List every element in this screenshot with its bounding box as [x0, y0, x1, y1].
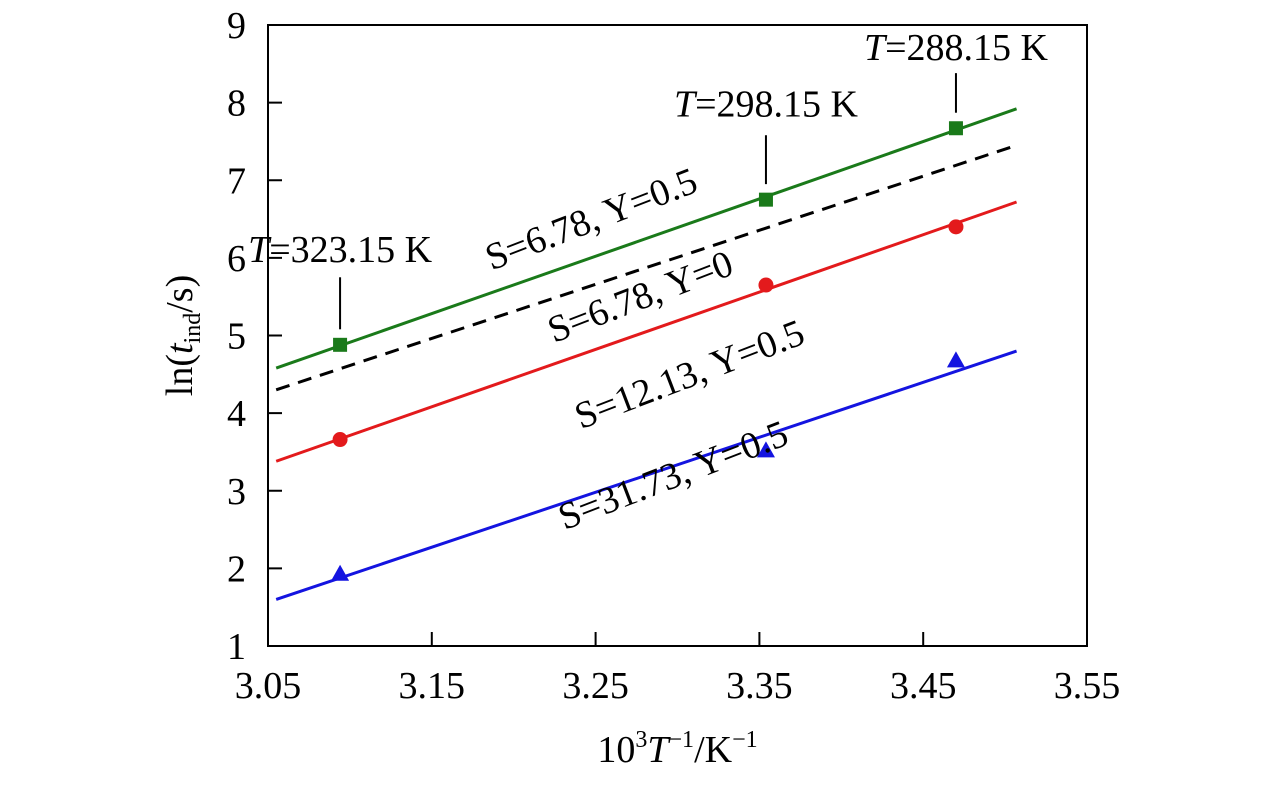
x-title-base: 10	[597, 729, 635, 771]
x-title-unit: /K	[694, 729, 733, 771]
temperature-value: =288.15 K	[885, 27, 1048, 69]
y-tick-label: 7	[227, 160, 246, 202]
fit-lines	[275, 107, 1018, 601]
x-tick-label: 3.45	[890, 665, 957, 707]
fit-line-0	[275, 107, 1018, 370]
series-label-0: S=6.78, Y=0.5	[480, 160, 703, 279]
x-title-sup1: 3	[635, 727, 647, 753]
triangle-marker	[331, 564, 350, 581]
y-tick-label: 9	[227, 5, 246, 47]
y-tick-label: 1	[227, 626, 246, 668]
y-tick-label: 4	[227, 393, 246, 435]
plot-frame	[267, 24, 1088, 647]
y-tick-label: 6	[227, 238, 246, 280]
x-title-var: T	[647, 729, 671, 771]
triangle-marker	[946, 351, 965, 368]
square-marker	[948, 121, 963, 136]
y-title-sub: ind	[180, 313, 206, 344]
y-tick-label: 8	[227, 83, 246, 125]
x-tick-label: 3.25	[562, 665, 629, 707]
x-tick-label: 3.05	[235, 665, 302, 707]
x-title-sup3: −1	[732, 727, 758, 753]
temperature-annotations: T=323.15 KT=298.15 KT=288.15 K	[248, 27, 1049, 330]
x-title-sup2: −1	[669, 727, 695, 753]
temperature-value: =323.15 K	[269, 229, 432, 271]
fit-line-2	[275, 200, 1018, 463]
temperature-label-2: T=288.15 K	[864, 27, 1049, 69]
circle-marker	[332, 432, 348, 448]
fit-line-1	[275, 143, 1018, 392]
x-tick-label: 3.35	[726, 665, 793, 707]
y-tick-label: 5	[227, 316, 246, 358]
y-tick-label: 2	[227, 548, 246, 590]
temperature-label-1: T=298.15 K	[674, 84, 859, 126]
y-axis-title: ln(tind/s)	[159, 275, 206, 396]
y-tick-label: 3	[227, 471, 246, 513]
y-title-pre: ln(	[159, 354, 201, 396]
temperature-value: =298.15 K	[695, 84, 858, 126]
fit-line-3	[275, 349, 1018, 601]
y-title-post: /s)	[159, 275, 201, 313]
data-markers	[331, 121, 965, 581]
temperature-var: T	[864, 27, 888, 69]
x-tick-label: 3.55	[1054, 665, 1121, 707]
square-marker	[333, 337, 348, 352]
circle-marker	[948, 219, 964, 235]
square-marker	[758, 192, 773, 207]
y-title-var: t	[159, 342, 201, 354]
series-labels: S=6.78, Y=0.5S=6.78, Y=0S=12.13, Y=0.5S=…	[480, 160, 810, 539]
x-tick-label: 3.15	[399, 665, 466, 707]
x-axis-title: 103T−1/K−1	[597, 727, 757, 771]
axis-ticks: 3.05 3.15 3.25 3.35 3.45 3.55 1 2 3 4 5 6 7 8 9	[227, 5, 1120, 707]
temperature-label-0: T=323.15 K	[248, 229, 433, 271]
triangle-marker	[756, 441, 775, 458]
circle-marker	[758, 277, 774, 293]
temperature-var: T	[674, 84, 698, 126]
